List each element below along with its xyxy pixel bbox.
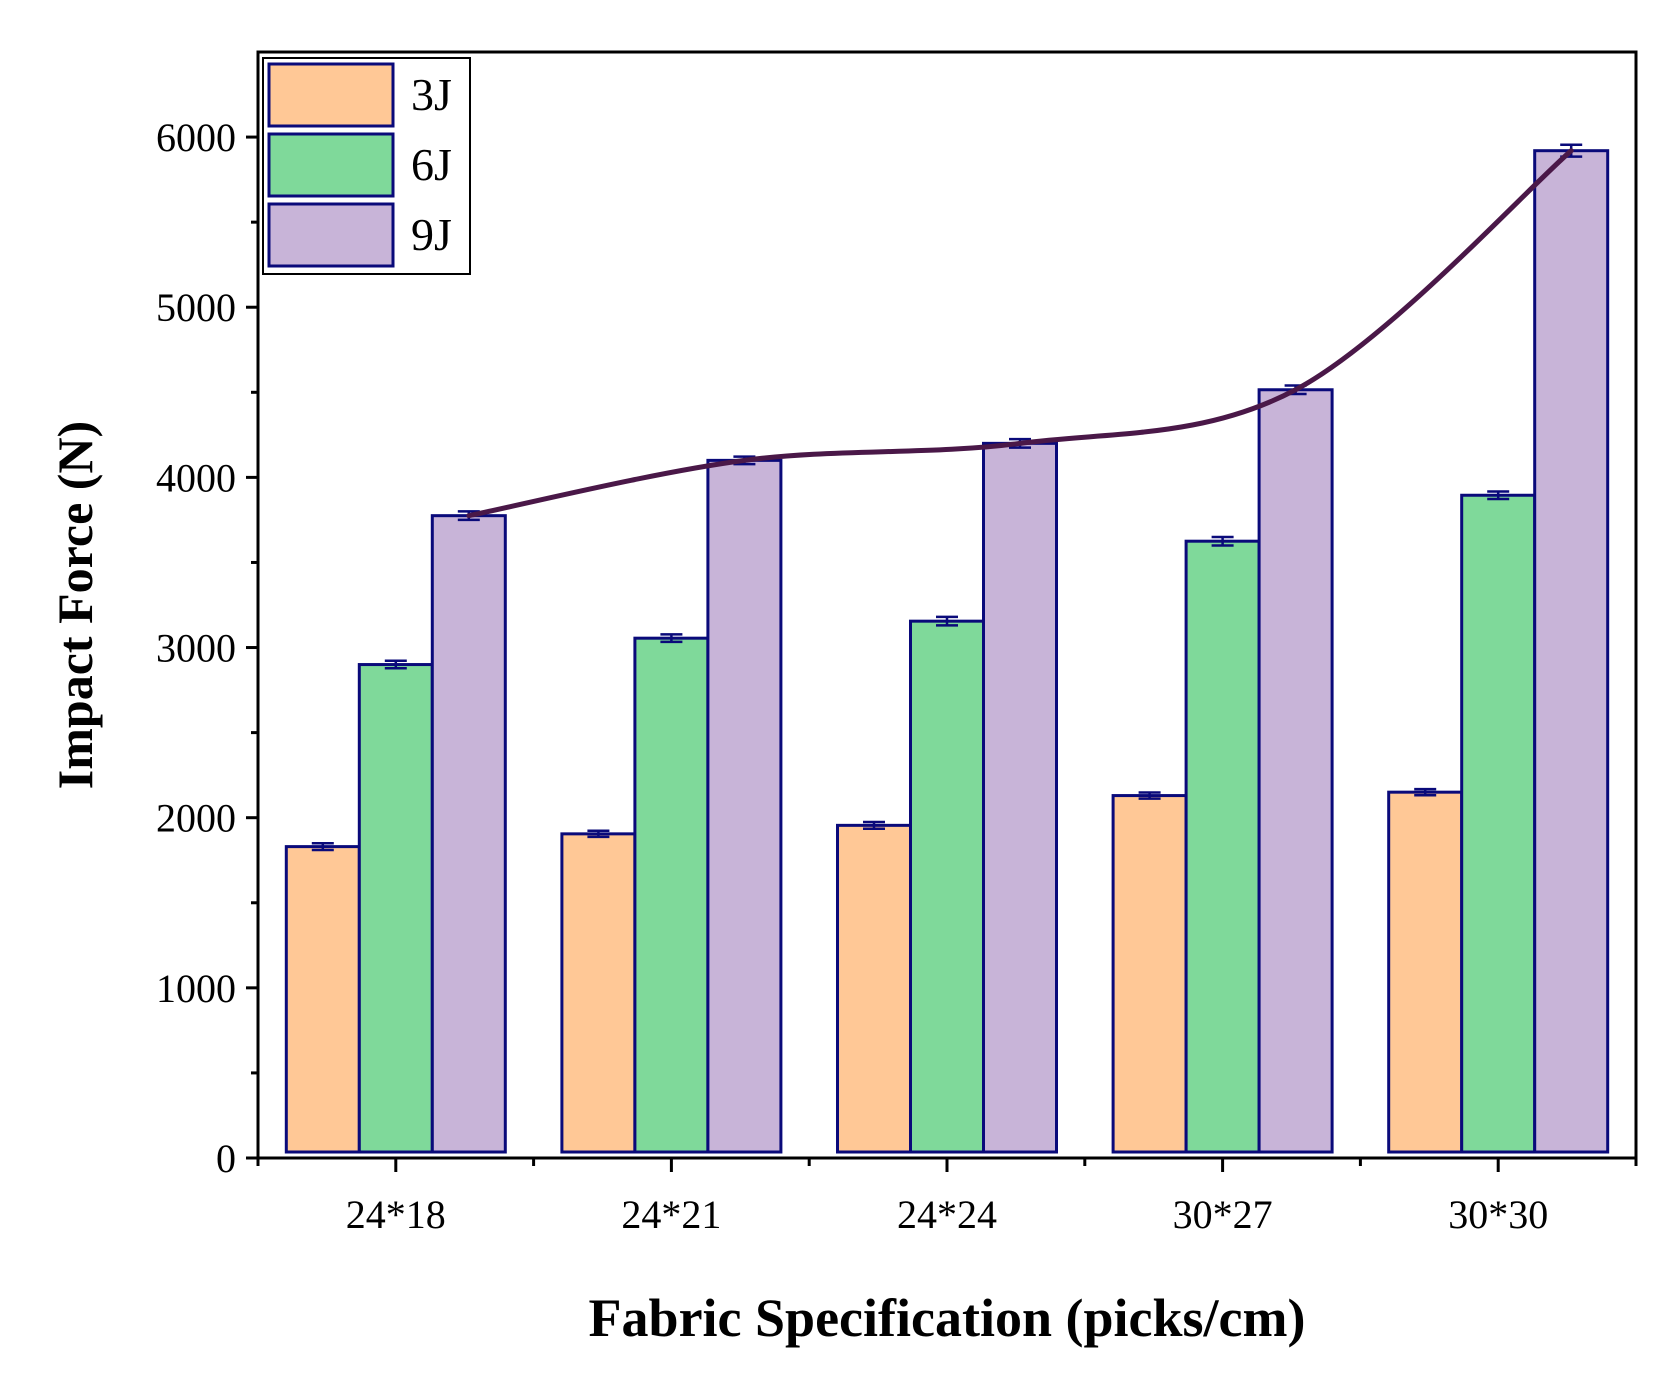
legend-label-9j: 9J [411,209,452,260]
y-tick-label: 5000 [156,285,236,330]
error-bar-6j-24*21 [660,633,683,644]
y-tick-label: 3000 [156,626,236,671]
error-bar-6j-30*30 [1487,490,1510,501]
bar-6j-24*21 [633,636,710,1154]
x-axis: 24*18 24*21 24*24 30*27 30*30 [256,1158,1638,1237]
trend-line-9j [466,148,1574,519]
error-bar-6j-24*24 [936,615,958,627]
legend-label-3j: 3J [411,69,452,120]
bar-3j-30*27 [1111,794,1188,1154]
y-tick-label: 4000 [156,455,236,500]
x-tick-label: 30*27 [1173,1192,1273,1237]
error-bar-6j-24*18 [384,659,407,670]
error-bar-3j-30*30 [1414,787,1437,797]
y-tick-label: 0 [216,1136,236,1181]
x-tick-label: 24*24 [897,1192,997,1237]
legend-swatch-3j [267,62,395,128]
x-tick-label: 30*30 [1448,1192,1548,1237]
bars-layer [284,149,1610,1154]
x-tick-label: 24*18 [346,1192,446,1237]
bar-9j-24*18 [430,514,507,1154]
error-bar-6j-30*27 [1211,535,1234,547]
legend-swatch-6j [267,132,395,198]
x-tick-label: 24*21 [621,1192,721,1237]
legend: 3J 6J 9J [262,57,471,275]
bar-9j-30*30 [1533,149,1610,1154]
error-bar-3j-24*24 [863,820,885,831]
bar-9j-30*27 [1257,388,1334,1154]
error-bar-3j-24*18 [311,841,334,852]
y-axis-title: Impact Force (N) [47,421,103,789]
bar-3j-24*21 [560,832,637,1154]
bar-6j-24*18 [357,663,434,1154]
legend-label-6j: 6J [411,139,452,190]
bar-6j-30*27 [1184,539,1261,1154]
y-tick-label: 2000 [156,796,236,841]
y-axis: 0 1000 2000 3000 4000 5000 6000 [156,115,258,1181]
bar-3j-24*18 [284,845,361,1154]
bar-3j-24*24 [836,823,912,1154]
error-bars-layer [311,143,1583,852]
y-tick-label: 6000 [156,115,236,160]
bar-9j-24*24 [982,441,1058,1154]
bar-6j-30*30 [1460,493,1537,1154]
bar-3j-30*30 [1387,790,1464,1154]
bar-6j-24*24 [909,619,985,1154]
error-bar-3j-24*21 [587,829,610,839]
error-bar-3j-30*27 [1138,791,1161,800]
bar-9j-24*21 [706,458,783,1154]
x-axis-title: Fabric Specification (picks/cm) [589,1288,1306,1348]
y-tick-label: 1000 [156,966,236,1011]
legend-swatch-9j [267,202,395,268]
